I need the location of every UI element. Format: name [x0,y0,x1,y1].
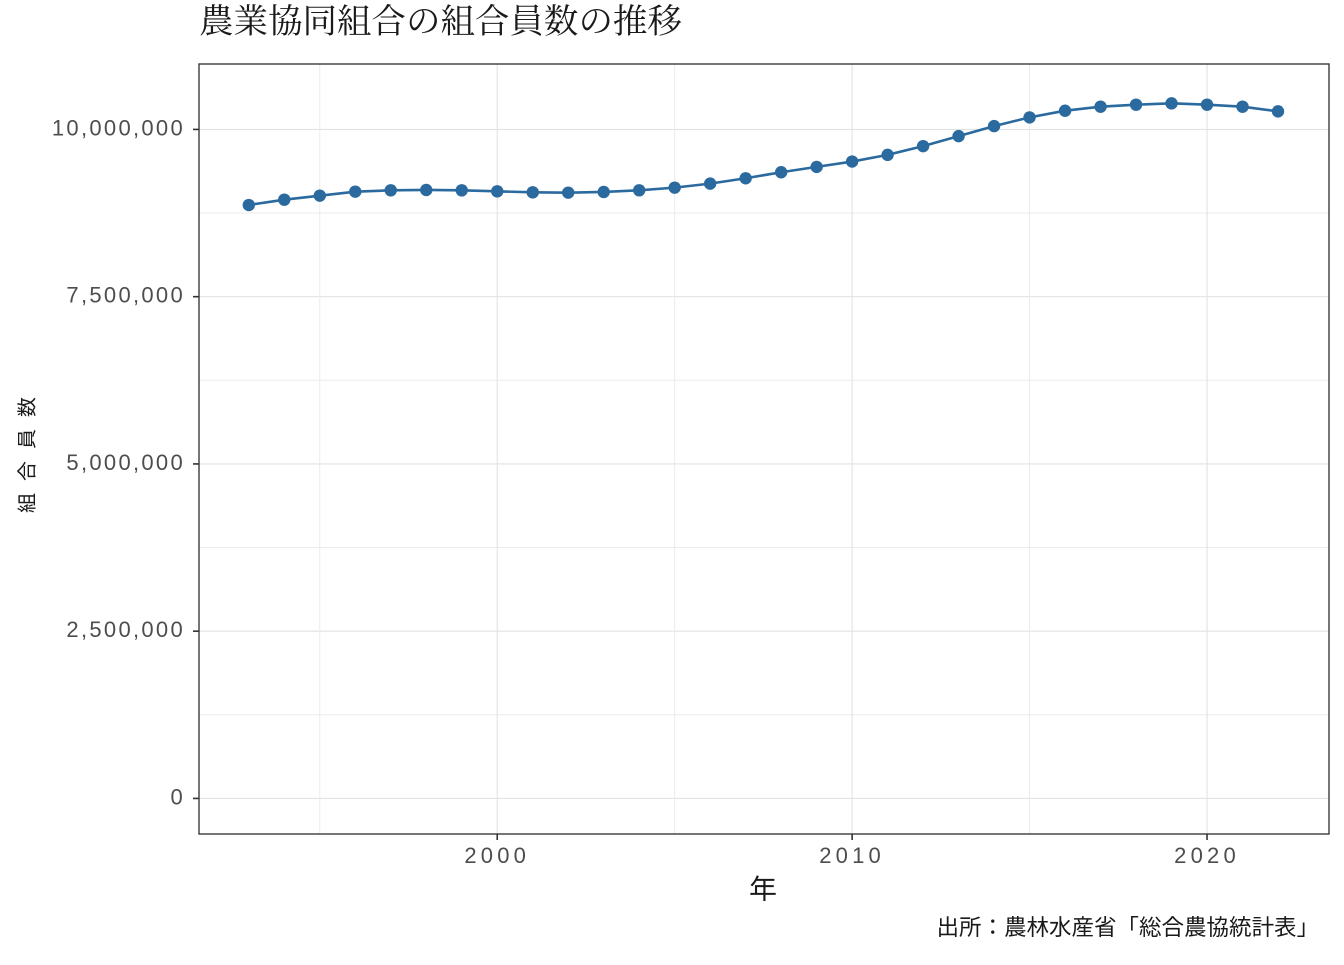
svg-text:7,500,000: 7,500,000 [66,283,185,308]
svg-text:2010: 2010 [819,843,885,868]
svg-text:2000: 2000 [464,843,530,868]
svg-text:10,000,000: 10,000,000 [52,115,185,140]
svg-text:0: 0 [170,784,185,809]
svg-text:5,000,000: 5,000,000 [66,450,185,475]
svg-text:2,500,000: 2,500,000 [66,617,185,642]
svg-text:2020: 2020 [1174,843,1240,868]
